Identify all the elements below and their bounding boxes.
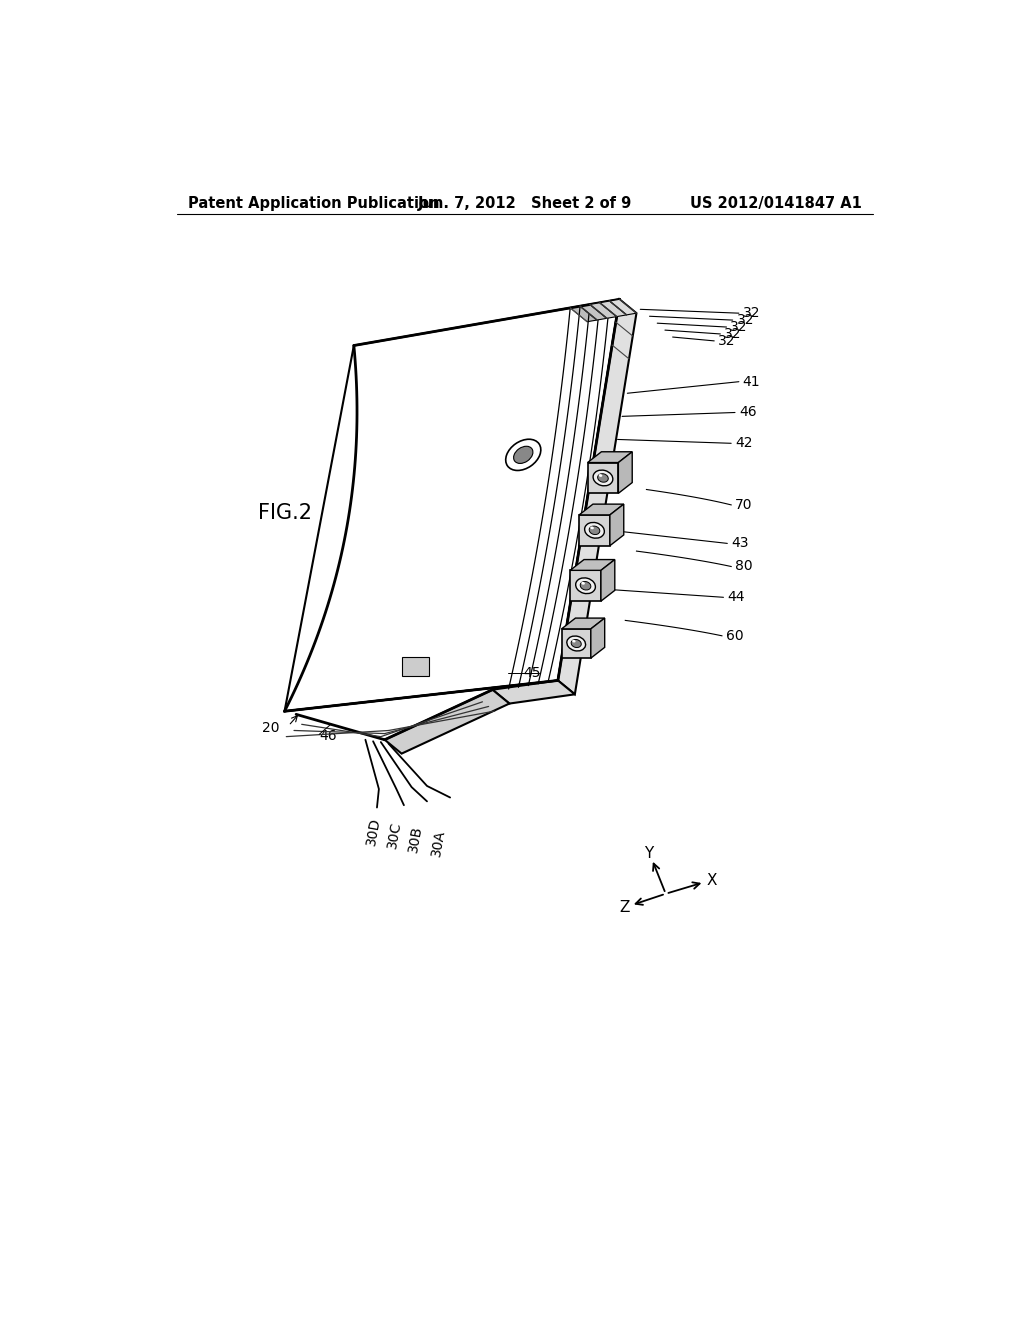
Ellipse shape — [598, 474, 608, 482]
Text: 44: 44 — [727, 590, 744, 605]
Text: 46: 46 — [319, 729, 337, 743]
Text: Jun. 7, 2012   Sheet 2 of 9: Jun. 7, 2012 Sheet 2 of 9 — [418, 195, 632, 211]
Ellipse shape — [582, 582, 585, 585]
Text: 30B: 30B — [407, 825, 425, 854]
Polygon shape — [385, 689, 509, 754]
Ellipse shape — [599, 474, 602, 477]
Ellipse shape — [593, 470, 612, 486]
Ellipse shape — [571, 639, 582, 648]
Text: 30C: 30C — [385, 821, 403, 850]
Text: 30D: 30D — [364, 817, 382, 847]
Polygon shape — [609, 300, 637, 315]
Polygon shape — [580, 305, 607, 319]
Polygon shape — [618, 451, 632, 494]
Polygon shape — [561, 618, 605, 628]
Text: 20: 20 — [262, 721, 280, 735]
Text: 41: 41 — [742, 375, 761, 388]
Ellipse shape — [514, 446, 532, 463]
Polygon shape — [558, 300, 637, 694]
Ellipse shape — [585, 523, 604, 539]
Polygon shape — [588, 451, 632, 462]
Text: Y: Y — [644, 846, 653, 861]
Text: 32: 32 — [724, 327, 741, 341]
Polygon shape — [561, 628, 591, 659]
Polygon shape — [580, 504, 624, 515]
Text: 60: 60 — [726, 628, 743, 643]
Text: 43: 43 — [731, 536, 749, 550]
Polygon shape — [570, 570, 601, 601]
Polygon shape — [580, 515, 610, 545]
Text: 30A: 30A — [429, 829, 447, 857]
Polygon shape — [588, 462, 618, 494]
Text: 32: 32 — [736, 313, 754, 327]
Polygon shape — [601, 560, 614, 601]
Text: FIG.2: FIG.2 — [258, 503, 311, 523]
Text: 32: 32 — [742, 306, 760, 321]
Polygon shape — [610, 504, 624, 545]
Polygon shape — [493, 681, 574, 704]
Polygon shape — [401, 657, 429, 676]
Text: 42: 42 — [735, 437, 753, 450]
Ellipse shape — [572, 640, 575, 643]
Text: 45: 45 — [523, 665, 541, 680]
Polygon shape — [590, 302, 616, 318]
Text: US 2012/0141847 A1: US 2012/0141847 A1 — [690, 195, 862, 211]
Text: 46: 46 — [739, 405, 757, 420]
Ellipse shape — [567, 636, 586, 651]
Text: Z: Z — [620, 900, 630, 915]
Polygon shape — [570, 306, 597, 322]
Text: Patent Application Publication: Patent Application Publication — [188, 195, 440, 211]
Polygon shape — [591, 618, 605, 659]
Polygon shape — [600, 301, 627, 317]
Polygon shape — [285, 300, 620, 711]
Ellipse shape — [589, 527, 600, 535]
Text: 32: 32 — [718, 334, 735, 348]
Text: 80: 80 — [735, 560, 753, 573]
Ellipse shape — [581, 582, 591, 590]
Text: X: X — [707, 873, 717, 888]
Text: 70: 70 — [735, 498, 753, 512]
Polygon shape — [570, 560, 614, 570]
Ellipse shape — [590, 527, 594, 529]
Text: 32: 32 — [730, 319, 748, 334]
Ellipse shape — [575, 578, 595, 594]
